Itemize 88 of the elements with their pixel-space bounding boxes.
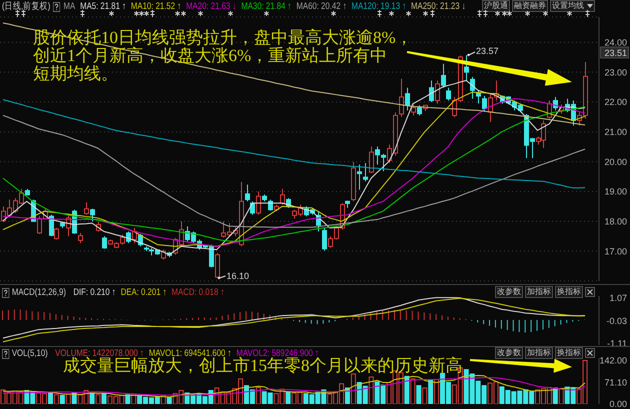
y-tick-label: 24.00	[604, 38, 627, 48]
chart-title: MACD(12,26,9)	[12, 287, 66, 298]
text: MA30: 21.84 ↑	[241, 1, 292, 12]
bar	[368, 376, 374, 404]
candlestick	[363, 162, 368, 182]
chart-title: VOL(5,10)	[12, 348, 48, 359]
text: 23.51	[604, 48, 627, 58]
annotation: 加指标	[527, 287, 551, 297]
y-tick-label: 142.00	[599, 356, 627, 366]
candlestick	[435, 80, 440, 104]
bar	[90, 392, 95, 404]
candlestick	[84, 202, 89, 216]
y-tick-label: 20.00	[604, 156, 627, 167]
text: DEA: 0.201 ↑	[120, 287, 167, 298]
text: MA250: 21.23 ↓	[411, 1, 466, 12]
candlestick	[245, 184, 250, 202]
candlestick	[78, 232, 83, 244]
bar	[101, 393, 106, 404]
annotation: 16.10	[226, 271, 250, 281]
y-tick-label: 17.00	[604, 246, 627, 256]
candlestick	[49, 214, 54, 237]
bar	[416, 385, 422, 404]
bar	[54, 394, 59, 404]
text: MA20: 21.63 ↓	[186, 1, 236, 12]
candlestick	[54, 227, 59, 240]
text: 设置均线	[552, 1, 584, 11]
text: DIF: 0.210 ↑	[73, 287, 116, 298]
text: 改参数	[497, 348, 521, 358]
candlestick	[411, 104, 416, 116]
candlestick	[476, 90, 481, 104]
chart-title: (日线,前复权)	[2, 1, 50, 12]
legend-title: MA	[63, 1, 76, 12]
candlestick	[399, 78, 404, 118]
text: MA10: 21.52 ↑	[130, 1, 182, 12]
y-tick-label: 18.00	[604, 216, 627, 227]
bar	[286, 391, 291, 404]
bar	[558, 388, 564, 404]
series-label: MACD: 0.018 ↑	[172, 287, 224, 298]
y-tick-label: 22.00	[604, 97, 627, 108]
y-tick-label: -1.11	[607, 338, 627, 348]
bar	[428, 380, 434, 404]
y-tick-label: 0.00	[609, 399, 627, 409]
y-tick-label: 19.00	[604, 186, 627, 197]
text: 沪股通	[484, 1, 508, 11]
candlestick	[446, 87, 451, 102]
candlestick	[90, 208, 95, 222]
line-series	[2, 99, 586, 188]
y-tick-label: 71.10	[604, 377, 627, 388]
annotation: 23.57	[476, 46, 499, 56]
bar	[166, 396, 172, 404]
bar	[410, 378, 416, 404]
line-series	[2, 114, 586, 228]
bar	[66, 394, 71, 404]
bar	[256, 386, 261, 404]
line-series	[2, 22, 586, 126]
text: 融资融券	[514, 1, 546, 11]
annotation: 换指标	[557, 287, 581, 297]
candlestick	[357, 164, 362, 190]
candlestick	[256, 191, 261, 216]
candlestick	[405, 87, 410, 111]
candlestick	[470, 76, 475, 100]
annotation: 改参数	[497, 287, 521, 297]
y-tick-label: 1.07	[609, 292, 627, 303]
bar	[60, 394, 65, 404]
text: MA5: 21.81 ↑	[80, 1, 126, 12]
bar	[96, 394, 101, 404]
annotation: 成交量巨幅放大，创上市15年零8个月以来的历史新高	[63, 356, 462, 375]
y-tick-label: -0.03	[606, 316, 627, 326]
candlestick	[102, 236, 107, 250]
candlestick	[322, 227, 327, 252]
candlestick	[482, 96, 487, 112]
text: MA60: 20.42 ↑	[296, 1, 347, 12]
bar	[404, 376, 410, 404]
text: MAVOL1: 694541.600 ↑	[148, 348, 232, 359]
candlestick	[280, 188, 285, 206]
bar	[48, 392, 54, 404]
bar	[434, 378, 440, 404]
y-tick-label: 21.00	[604, 127, 627, 138]
text: MA120: 19.13 ↑	[352, 1, 406, 12]
candlestick	[429, 80, 434, 103]
text: 换指标	[557, 348, 581, 358]
bar	[422, 388, 428, 404]
y-tick-label: 23.00	[604, 67, 627, 78]
text: 加指标	[527, 348, 551, 358]
bar	[350, 373, 356, 404]
candlestick	[369, 146, 374, 174]
candlestick	[441, 63, 446, 88]
candlestick	[417, 104, 422, 116]
